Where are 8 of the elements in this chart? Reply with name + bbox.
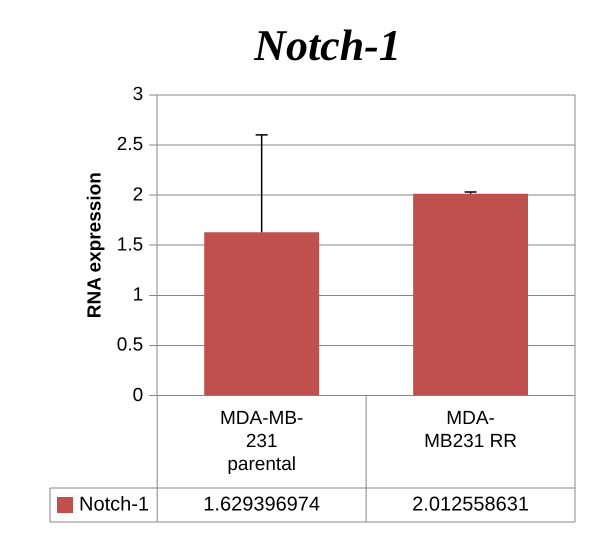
y-tick-label: 0.5 [116,334,144,356]
y-tick-label: 3 [132,84,144,106]
y-tick-label: 2.5 [116,134,144,156]
chart-title: Notch-1 [253,20,401,70]
y-axis-title: RNA expression [84,172,106,318]
y-tick-label: 2 [132,184,144,206]
y-tick-label: 1 [132,284,144,306]
y-tick-label: 1.5 [116,234,144,256]
